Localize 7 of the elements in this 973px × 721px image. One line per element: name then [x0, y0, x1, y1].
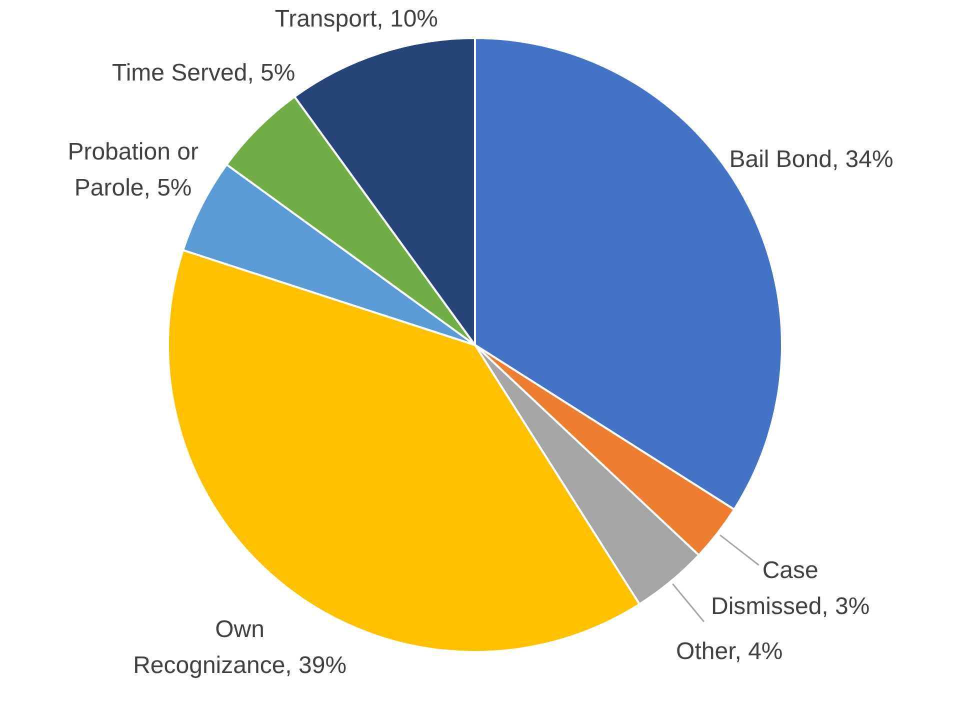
slice-label: Bail Bond, 34% — [729, 146, 894, 173]
slice-label: Case Dismissed, 3% — [710, 557, 870, 620]
slice-label: Own Recognizance, 39% — [133, 616, 347, 679]
slice-label: Transport, 10% — [274, 6, 438, 33]
slice-label: Probation or Parole, 5% — [68, 138, 198, 202]
slice-label: Other, 4% — [676, 638, 783, 666]
slice-label: Time Served, 5% — [112, 59, 296, 86]
